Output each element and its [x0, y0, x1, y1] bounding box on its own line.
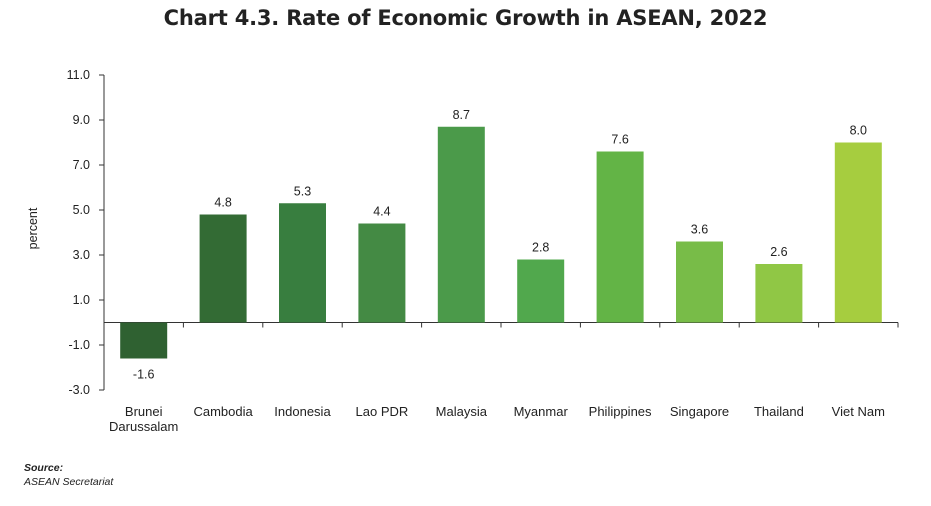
bar	[279, 203, 326, 323]
y-tick-label: 5.0	[73, 203, 90, 217]
data-label: 5.3	[294, 184, 311, 198]
category-label: Cambodia	[193, 404, 253, 419]
y-tick-label: 9.0	[73, 113, 90, 127]
y-tick-label: 3.0	[73, 248, 90, 262]
source-text: ASEAN Secretariat	[24, 476, 114, 488]
category-label: Brunei	[125, 404, 163, 419]
category-label: Singapore	[670, 404, 729, 419]
category-label: Thailand	[754, 404, 804, 419]
y-tick-label: -1.0	[68, 338, 90, 352]
data-label: 8.0	[850, 124, 867, 138]
data-label: -1.6	[133, 368, 155, 382]
source-heading: Source:	[24, 462, 64, 474]
data-label: 2.8	[532, 241, 549, 255]
category-label: Viet Nam	[832, 404, 885, 419]
category-label: Myanmar	[514, 404, 569, 419]
bar	[358, 223, 406, 323]
bar	[596, 151, 644, 323]
category-label: Lao PDR	[356, 404, 409, 419]
data-label: 7.6	[611, 133, 628, 147]
bar	[199, 214, 247, 323]
y-tick-label: 1.0	[73, 293, 90, 307]
category-label: Philippines	[589, 404, 652, 419]
source-note: Source: ASEAN Secretariat	[24, 461, 113, 489]
data-label: 3.6	[691, 223, 708, 237]
bar	[755, 264, 803, 323]
y-axis-title: percent	[26, 207, 40, 249]
category-label: Darussalam	[109, 419, 178, 434]
bar	[437, 126, 485, 323]
data-label: 4.8	[214, 196, 231, 210]
bar	[676, 241, 723, 323]
y-tick-label: -3.0	[68, 383, 90, 397]
y-tick-label: 7.0	[73, 158, 90, 172]
bar	[834, 142, 882, 323]
bar	[517, 259, 565, 323]
category-label: Malaysia	[436, 404, 488, 419]
bar	[120, 322, 168, 359]
bars	[120, 126, 882, 359]
data-label: 2.6	[770, 245, 787, 259]
y-tick-label: 11.0	[67, 68, 90, 82]
chart-title: Chart 4.3. Rate of Economic Growth in AS…	[163, 6, 768, 30]
category-label: Indonesia	[274, 404, 331, 419]
data-label: 4.4	[373, 205, 390, 219]
data-label: 8.7	[453, 108, 470, 122]
